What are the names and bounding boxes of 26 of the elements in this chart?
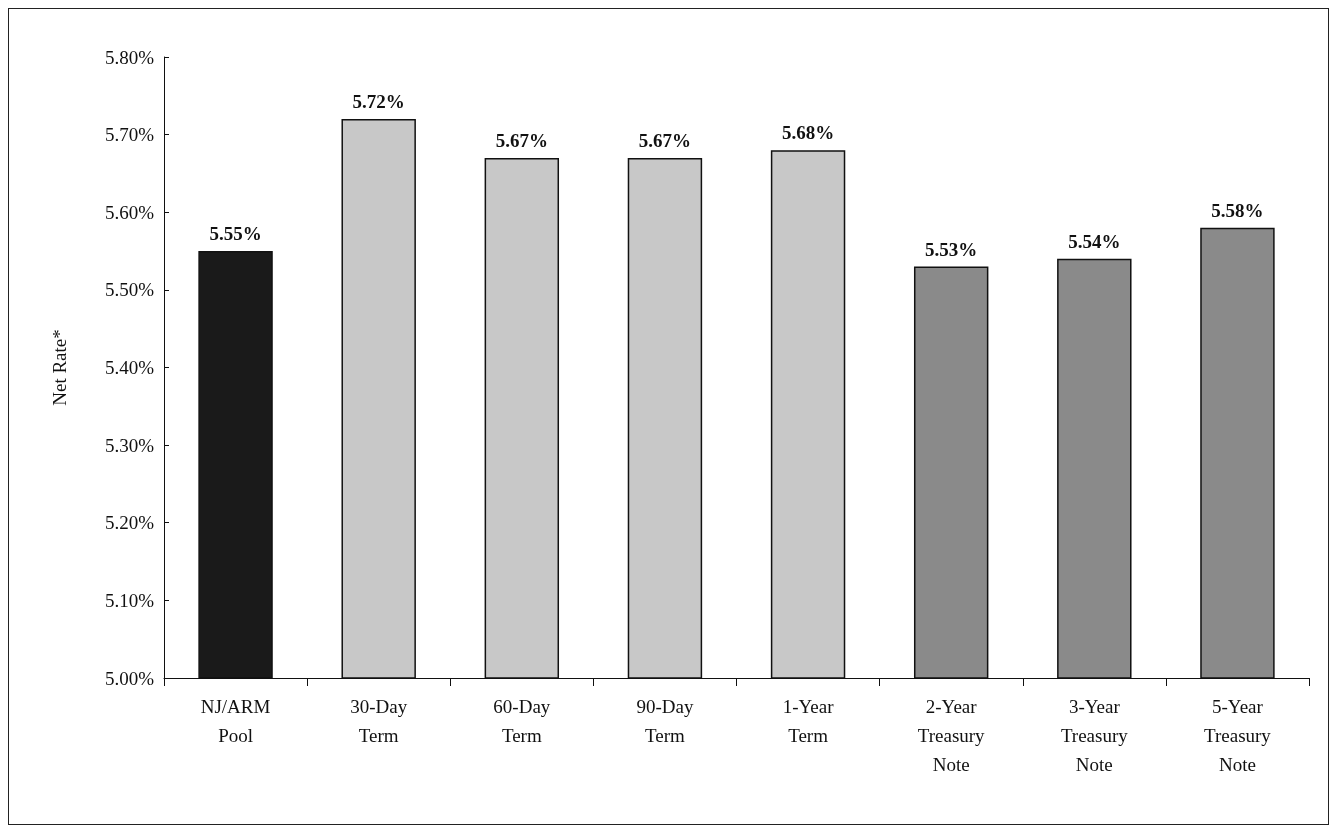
data-label: 5.53% [925, 238, 978, 260]
x-tick-label: 3-Year Treasury Note [1060, 696, 1129, 775]
x-tick-label: 60-Day Term [493, 696, 551, 746]
y-tick-label: 5.10% [104, 589, 155, 611]
data-label: 5.54% [1068, 230, 1121, 252]
x-tick-label: 90-Day Term [636, 696, 694, 746]
y-tick-label: 5.40% [104, 357, 155, 378]
y-tick-label: 5.60% [104, 201, 155, 223]
data-label: 5.67% [495, 129, 548, 151]
y-tick-label: 5.70% [104, 124, 155, 146]
data-label: 5.58% [1211, 199, 1264, 221]
x-tick-label: 30-Day Term [350, 696, 408, 746]
x-tick-label: 1-Year Term [782, 696, 835, 746]
y-tick-label: 5.20% [104, 512, 155, 534]
x-tick-label: 5-Year Treasury Note [1204, 696, 1272, 775]
y-tick-label: 5.50% [104, 279, 155, 301]
y-tick-label: 5.00% [104, 667, 155, 689]
data-label: 5.55% [209, 223, 262, 245]
y-tick-label: 5.80% [104, 46, 155, 68]
data-label: 5.72% [352, 91, 405, 113]
data-label: 5.67% [638, 129, 692, 151]
x-tick-label: NJ/ARM Pool [200, 696, 271, 746]
data-label: 5.68% [781, 122, 835, 144]
x-tick-label: 2-Year Treasury Note [917, 696, 986, 775]
y-tick-label: 5.30% [104, 434, 155, 456]
y-axis-title: Net Rate* [49, 329, 70, 406]
